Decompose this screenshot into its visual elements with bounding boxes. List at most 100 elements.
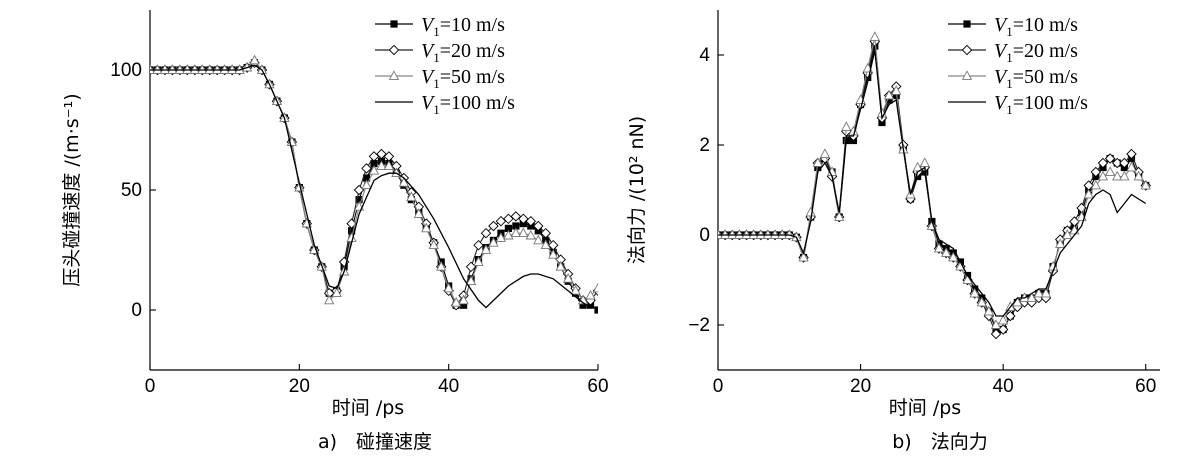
x-tick-label: 0 <box>713 376 724 397</box>
data-point <box>819 148 831 158</box>
legend-entry: V1=50 m/s <box>421 66 505 91</box>
legend-marker <box>963 20 971 28</box>
data-point <box>249 54 260 65</box>
data-point <box>1055 238 1066 248</box>
y-tick-label: 50 <box>121 180 142 201</box>
data-point <box>869 31 880 41</box>
data-point <box>533 234 544 245</box>
data-point <box>473 239 484 251</box>
data-point <box>548 249 559 259</box>
y-tick-label: −2 <box>688 315 710 336</box>
y-tick-label: 100 <box>110 60 142 81</box>
y-axis-label: 压头碰撞速度 /(m·s⁻¹) <box>61 93 83 286</box>
data-point <box>592 282 598 293</box>
data-point <box>841 121 852 131</box>
data-point <box>1111 157 1123 169</box>
legend-marker <box>388 44 400 56</box>
data-point <box>718 229 724 239</box>
data-point <box>983 305 995 316</box>
data-point <box>1097 157 1109 169</box>
data-point <box>450 297 462 307</box>
legend-entry: V1=20 m/s <box>421 40 505 65</box>
y-tick-label: 2 <box>699 135 710 156</box>
data-point <box>1090 166 1102 178</box>
legend-entry: V1=50 m/s <box>994 66 1078 91</box>
data-point <box>503 213 514 225</box>
data-point <box>376 148 387 160</box>
data-point <box>748 229 759 239</box>
legend-sub: 1 <box>1006 24 1013 39</box>
data-point <box>990 328 1002 340</box>
data-point <box>562 273 574 283</box>
series-1 <box>718 42 1150 334</box>
series-line <box>718 50 1147 317</box>
legend-var: V <box>421 14 436 36</box>
legend-entry: V1=10 m/s <box>421 14 505 39</box>
data-point <box>294 181 305 192</box>
y-axis-label: 法向力 /(10² nN) <box>626 116 648 264</box>
data-point <box>1090 179 1101 190</box>
legend: V1=10 m/sV1=20 m/sV1=50 m/sV1=100 m/s <box>948 14 1088 117</box>
data-point <box>940 247 952 257</box>
data-point <box>488 237 499 247</box>
data-point <box>540 239 551 250</box>
data-point <box>361 163 372 174</box>
series-line <box>718 36 1147 326</box>
data-point <box>167 64 178 74</box>
data-point <box>406 191 417 202</box>
series-4 <box>718 50 1147 317</box>
data-point <box>212 64 223 74</box>
legend-entry: V1=20 m/s <box>994 40 1078 65</box>
data-point <box>480 244 492 254</box>
legend-var: V <box>421 40 436 62</box>
series-line <box>150 64 598 309</box>
chart-caption: a) 碰撞速度 <box>318 431 432 453</box>
data-point <box>585 289 596 300</box>
legend-var: V <box>421 66 436 88</box>
legend-value: =20 m/s <box>1013 40 1078 62</box>
legend-sub: 1 <box>433 50 440 65</box>
data-point <box>1126 148 1137 160</box>
data-point <box>533 220 544 232</box>
legend-sub: 1 <box>1006 102 1013 117</box>
data-point <box>1104 153 1116 164</box>
data-point <box>436 261 447 271</box>
data-point <box>204 64 215 74</box>
data-point <box>346 218 357 229</box>
legend-marker <box>390 20 398 28</box>
data-point <box>473 256 484 266</box>
legend-marker <box>961 70 973 80</box>
data-point <box>182 64 193 74</box>
series-4 <box>150 64 598 309</box>
data-point <box>368 151 380 162</box>
data-point <box>152 64 163 74</box>
data-point <box>428 239 439 250</box>
y-tick-label: 0 <box>131 300 142 321</box>
data-point <box>525 229 536 240</box>
data-point <box>805 206 816 217</box>
legend-sub: 1 <box>1006 76 1013 91</box>
data-point <box>933 242 945 253</box>
series-2 <box>718 36 1151 340</box>
data-point <box>976 296 987 307</box>
chart-a: 0 20 40 60 0 50 100 时间 /ps 压头碰撞速度 /(m·s⁻¹) a) 碰撞速… <box>61 10 609 453</box>
legend-value: =50 m/s <box>440 66 505 88</box>
data-point <box>383 160 395 170</box>
y-tick-label: 4 <box>699 45 710 66</box>
data-point <box>719 229 731 239</box>
data-point <box>540 227 551 239</box>
data-point <box>458 294 469 305</box>
legend-value: =10 m/s <box>440 14 505 36</box>
legend-entry: V1=100 m/s <box>421 92 515 117</box>
data-point <box>1119 170 1130 181</box>
data-point <box>443 282 454 293</box>
legend-value: =10 m/s <box>1013 14 1078 36</box>
data-point <box>1112 170 1123 181</box>
legend-marker <box>961 44 973 56</box>
series-1 <box>150 59 598 314</box>
legend-entry: V1=10 m/s <box>994 14 1078 39</box>
x-tick-label: 40 <box>438 376 459 397</box>
data-point <box>174 64 186 74</box>
data-point <box>998 314 1009 325</box>
